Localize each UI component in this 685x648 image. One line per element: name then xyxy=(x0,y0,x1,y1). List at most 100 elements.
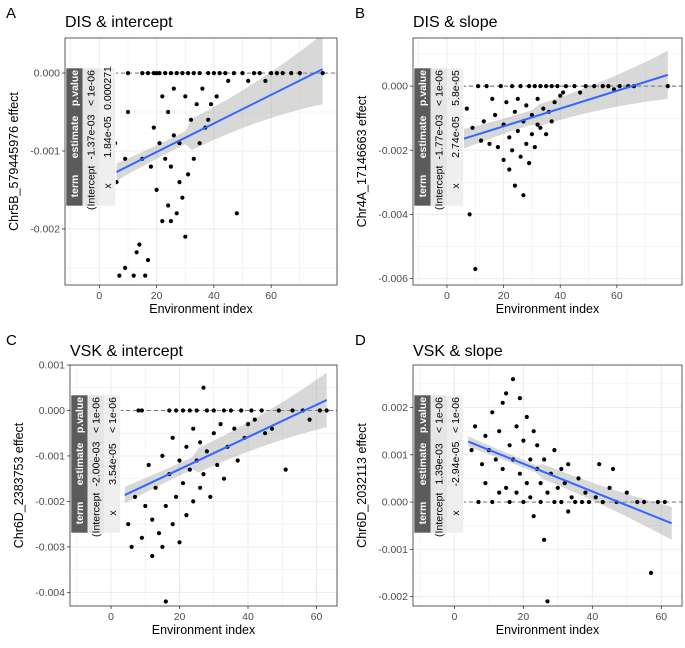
panel-letter: A xyxy=(6,5,16,22)
data-point xyxy=(140,71,145,76)
table-cell xyxy=(104,395,121,435)
data-point xyxy=(473,266,478,272)
data-point xyxy=(204,449,209,454)
table-outline xyxy=(65,67,116,207)
data-point xyxy=(490,499,495,505)
data-point xyxy=(160,544,165,550)
data-point xyxy=(167,408,172,413)
data-point xyxy=(125,71,131,76)
data-point xyxy=(562,481,567,486)
data-point xyxy=(624,490,629,495)
confidence-ribbon xyxy=(464,50,668,149)
table-header-cell xyxy=(66,68,83,108)
table-cell-value: -1.37e-03 xyxy=(85,114,97,159)
data-point xyxy=(559,499,564,505)
data-point xyxy=(662,499,667,505)
data-point xyxy=(538,499,543,505)
table-header-cell xyxy=(414,493,431,533)
data-point xyxy=(194,102,199,107)
table-header-cell xyxy=(414,435,431,493)
panel-border xyxy=(412,364,683,607)
axis-ticks: 0 20 40 60 0.001 0.000 -0.001 -0.002 -0.003 -0.00… xyxy=(35,360,322,624)
data-point xyxy=(531,429,536,434)
data-point xyxy=(246,78,251,83)
data-point xyxy=(276,408,281,413)
table-header-term: term xyxy=(417,502,429,525)
table-cell xyxy=(447,493,464,533)
table-cell-value: 1.39e-03 xyxy=(433,443,445,485)
data-point xyxy=(211,431,216,436)
data-point xyxy=(607,485,612,490)
x-tick-label: 60 xyxy=(265,290,277,302)
coefficient-table: term (Intercept) x estimate -2.00e-03 3.54e-0… xyxy=(70,394,121,537)
y-tick-label: 0.000 xyxy=(382,497,408,509)
data-point xyxy=(160,453,165,458)
data-point xyxy=(521,193,526,198)
data-point xyxy=(479,462,485,467)
data-point xyxy=(198,485,203,490)
table-cell xyxy=(87,395,104,435)
table-cell xyxy=(430,493,447,533)
data-point xyxy=(483,433,488,438)
panel-border xyxy=(64,37,338,286)
table-cell xyxy=(99,108,116,166)
data-point xyxy=(201,472,206,477)
y-tick-label: -0.001 xyxy=(30,145,60,157)
data-point xyxy=(611,87,617,92)
data-point xyxy=(197,71,202,76)
data-point xyxy=(507,167,512,172)
table-cell xyxy=(447,395,464,435)
data-point xyxy=(245,422,251,427)
data-point xyxy=(191,426,196,431)
data-point xyxy=(655,499,661,505)
data-point xyxy=(228,408,233,413)
data-point xyxy=(191,71,196,76)
data-point xyxy=(473,424,478,429)
data-point xyxy=(150,517,155,522)
data-point xyxy=(509,148,515,153)
table-cell xyxy=(87,435,104,493)
x-tick-label: 60 xyxy=(655,611,667,623)
data-point xyxy=(504,485,509,490)
data-point xyxy=(170,435,175,440)
data-point xyxy=(542,457,547,462)
data-point xyxy=(157,71,162,76)
y-tick-label: 0.000 xyxy=(34,68,60,80)
data-point xyxy=(573,499,578,505)
data-point xyxy=(610,466,616,472)
data-point xyxy=(504,100,509,105)
table-cell xyxy=(430,435,447,493)
data-point xyxy=(635,499,640,505)
data-point xyxy=(177,180,182,185)
fit-line xyxy=(116,68,324,173)
table-cell xyxy=(430,395,447,435)
panel-title: DIS & intercept xyxy=(65,14,173,31)
data-point xyxy=(180,481,186,486)
table-header-p-value: p.value xyxy=(69,70,81,106)
y-axis-title: Chr6D_2383753 effect xyxy=(12,422,26,548)
data-point xyxy=(515,128,520,134)
axis-ticks: 0 20 40 60 0.000 -0.002 -0.004 -0.006 xyxy=(378,81,623,302)
table-cell-value: 1.84e-05 xyxy=(102,116,114,158)
data-point xyxy=(131,273,136,278)
data-point xyxy=(532,145,537,150)
data-point xyxy=(518,154,523,159)
data-point xyxy=(145,71,151,76)
data-point xyxy=(507,135,512,140)
data-point xyxy=(174,211,179,216)
data-point xyxy=(186,172,191,177)
panel-title: VSK & intercept xyxy=(70,343,184,360)
table-cell-value: (Intercept) xyxy=(433,162,445,210)
panel-title: DIS & slope xyxy=(413,14,498,31)
data-point xyxy=(132,494,138,499)
data-point xyxy=(187,467,192,472)
data-point xyxy=(183,234,188,239)
table-header-p-value: p.value xyxy=(417,70,429,106)
data-point xyxy=(183,94,188,99)
table-cell-value: < 1e-06 xyxy=(85,70,97,106)
y-tick-label: -0.003 xyxy=(35,541,65,553)
data-point xyxy=(239,408,244,413)
table-cell-value: < 1e-06 xyxy=(433,397,445,433)
panel-border xyxy=(412,37,683,286)
data-point xyxy=(163,599,168,604)
